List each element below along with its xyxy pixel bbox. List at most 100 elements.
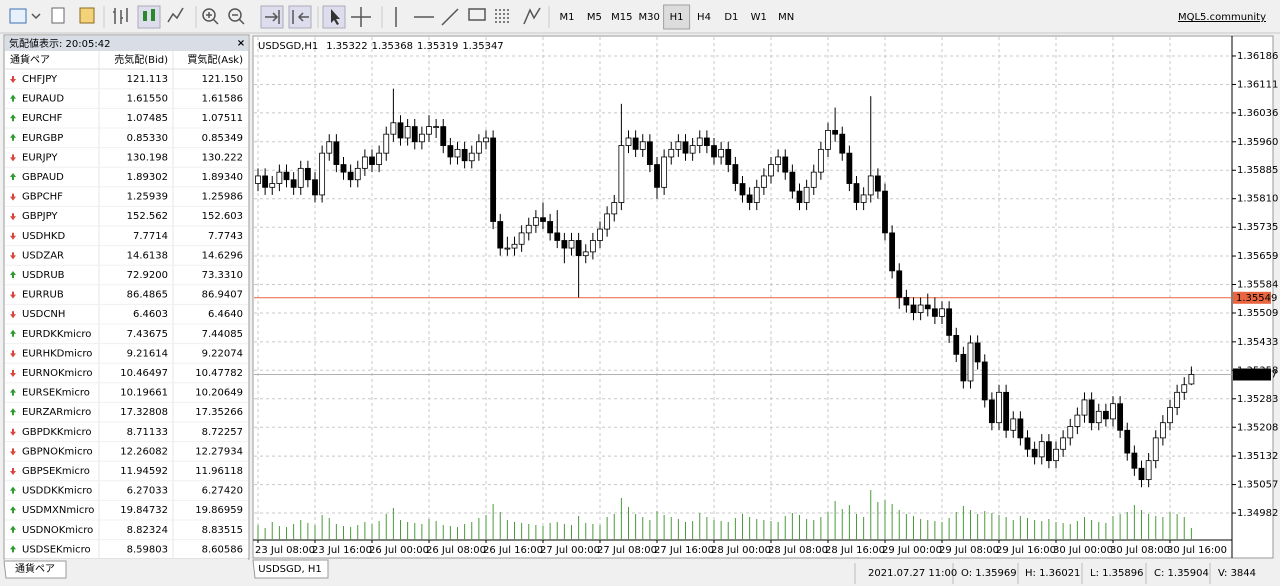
chart-tab-label[interactable]: USDSGD, H1 — [258, 564, 321, 575]
symbol[interactable]: USDCNH — [22, 309, 65, 320]
zoom-in-icon[interactable] — [202, 8, 216, 22]
symbol[interactable]: EURNOKmicro — [22, 368, 93, 379]
bid: 6.27033 — [127, 486, 168, 497]
candle-body — [575, 240, 582, 257]
candle-body — [433, 126, 440, 128]
ask: 7.44085 — [202, 329, 243, 340]
close-button[interactable]: × — [237, 38, 245, 49]
crosshair-icon[interactable] — [351, 7, 371, 27]
symbol[interactable]: USDZAR — [22, 250, 64, 261]
panel-tab[interactable] — [3, 560, 67, 579]
candle-body — [397, 122, 404, 139]
candle-body — [468, 152, 475, 162]
timeframe-button[interactable]: M1 — [560, 12, 575, 23]
ask: 130.222 — [202, 152, 243, 163]
symbol[interactable]: EURSEKmicro — [22, 388, 90, 399]
timeframe-button[interactable]: H4 — [697, 12, 711, 23]
symbol[interactable]: USDHKD — [22, 231, 65, 242]
symbol[interactable]: GBPCHF — [22, 192, 63, 203]
candle-body — [1074, 414, 1081, 427]
dropdown-icon[interactable] — [31, 13, 41, 20]
ask-price-box — [1233, 291, 1271, 304]
panel-tab-label[interactable]: 通貨ペア — [15, 562, 55, 575]
trendline-icon[interactable] — [441, 8, 459, 26]
ask: 10.47782 — [195, 368, 243, 379]
symbol[interactable]: EURRUB — [22, 290, 64, 301]
symbol[interactable]: EURCHF — [22, 113, 63, 124]
bar-chart-icon[interactable] — [113, 8, 128, 24]
toolbar: M1 M5 M15 M30 H1 H4 D1 W1 MN MQL5.community — [0, 4, 1280, 34]
symbol[interactable]: GBPDKKmicro — [22, 427, 91, 438]
candle-body — [910, 304, 917, 314]
timeframe-button[interactable]: MN — [778, 12, 794, 23]
timeframe-button[interactable]: M15 — [611, 12, 632, 23]
zoom-out-icon[interactable] — [228, 8, 242, 22]
text-icon[interactable] — [468, 8, 486, 21]
autoscroll-glyph — [265, 10, 280, 24]
candle-body — [1017, 418, 1024, 439]
x-tick-label: 30 Jul 00:00 — [1053, 545, 1113, 556]
ask: 6.27420 — [202, 486, 243, 497]
symbol[interactable]: EURDKKmicro — [22, 329, 91, 340]
timeframe-button[interactable]: W1 — [751, 12, 767, 23]
bid: 72.9200 — [127, 270, 168, 281]
community-link[interactable]: MQL5.community — [1178, 12, 1266, 23]
symbol[interactable]: USDDKKmicro — [22, 486, 92, 497]
timeframe-button[interactable]: M30 — [639, 12, 660, 23]
x-tick-label: 23 Jul 08:00 — [255, 545, 315, 556]
symbol[interactable]: GBPAUD — [22, 172, 64, 183]
symbol[interactable]: CHFJPY — [22, 74, 58, 85]
templates-icon[interactable] — [79, 7, 95, 24]
symbol[interactable]: USDRUB — [22, 270, 65, 281]
arrow-down-icon — [10, 428, 16, 436]
chart-symbol: USDSGD,H1 — [258, 41, 318, 52]
candle-body — [682, 141, 689, 154]
symbol[interactable]: EURZARmicro — [22, 407, 91, 418]
candle-body — [369, 156, 375, 165]
ask: 7.7743 — [208, 231, 243, 242]
symbol[interactable]: EURGBP — [22, 133, 63, 144]
bid: 1.25939 — [127, 192, 168, 203]
ask: 1.07511 — [202, 113, 243, 124]
symbol[interactable]: USDSEKmicro — [22, 544, 91, 555]
symbol[interactable]: USDMXNmicro — [22, 505, 94, 516]
column-header[interactable]: 買気配(Ask) — [187, 53, 243, 66]
chart-tab[interactable] — [252, 559, 329, 579]
symbol[interactable]: GBPSEKmicro — [22, 466, 90, 477]
profile-icon[interactable] — [51, 7, 65, 24]
candle-body — [354, 167, 361, 181]
x-tick-label: 27 Jul 08:00 — [597, 545, 657, 556]
timeframe-button[interactable]: M5 — [587, 12, 602, 23]
symbol[interactable]: EURJPY — [22, 152, 58, 163]
candle-body — [632, 137, 639, 150]
last-price-label: 1.35347 — [1236, 369, 1277, 380]
timeframe-button[interactable]: D1 — [724, 12, 738, 23]
candle-body — [625, 137, 632, 146]
column-header[interactable]: 通貨ペア — [10, 53, 50, 66]
x-tick-label: 26 Jul 08:00 — [426, 545, 486, 556]
candle-body — [597, 228, 603, 241]
candle-body — [711, 145, 717, 158]
line-chart-icon[interactable] — [167, 7, 184, 23]
objects-icon[interactable] — [523, 7, 541, 25]
candle-chart-button[interactable] — [137, 5, 161, 29]
column-header[interactable]: 売気配(Bid) — [114, 53, 168, 66]
timeframe-button[interactable]: H1 — [670, 12, 684, 23]
fibo-icon[interactable] — [495, 9, 509, 25]
chart-ohlc-value: 1.35368 — [372, 41, 413, 52]
candle-body — [1053, 448, 1059, 462]
panel-title: 気配値表示: 20:05:42 — [9, 37, 110, 50]
y-tick-label: 1.36036 — [1237, 108, 1278, 119]
bid: 17.32808 — [120, 407, 168, 418]
candle-body — [953, 334, 960, 355]
symbol[interactable]: GBPNOKmicro — [22, 446, 93, 457]
symbol[interactable]: EURAUD — [22, 94, 64, 105]
symbol[interactable]: EURHKDmicro — [22, 348, 92, 359]
candle-body — [461, 148, 468, 162]
candle-body — [297, 167, 304, 188]
symbol[interactable]: USDNOKmicro — [22, 525, 93, 536]
bid: 9.21614 — [127, 348, 168, 359]
symbol[interactable]: GBPJPY — [22, 211, 58, 222]
candle-body — [326, 141, 333, 154]
new-chart-icon[interactable] — [9, 8, 27, 24]
